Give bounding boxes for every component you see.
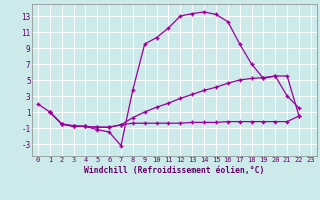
- X-axis label: Windchill (Refroidissement éolien,°C): Windchill (Refroidissement éolien,°C): [84, 166, 265, 175]
